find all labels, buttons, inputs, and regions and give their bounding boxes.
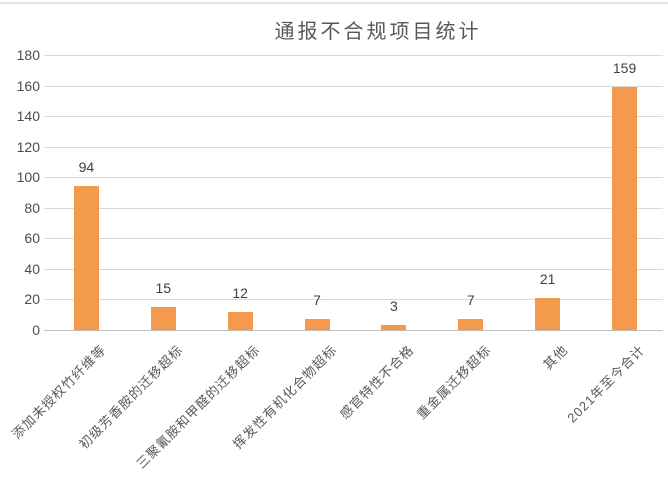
bar-value-label: 15 <box>155 280 172 297</box>
y-axis-tick-label: 0 <box>32 322 40 338</box>
gridline <box>44 299 663 301</box>
gridline <box>44 146 663 148</box>
bar <box>535 297 561 330</box>
bar <box>73 186 99 330</box>
bar <box>458 319 484 330</box>
bar-value-label: 94 <box>78 159 95 176</box>
bar-value-label: 21 <box>539 270 556 287</box>
y-axis-tick-label: 180 <box>16 47 40 63</box>
x-axis-baseline <box>44 330 663 331</box>
y-axis-tick-label: 100 <box>16 169 40 186</box>
bar-value-label: 7 <box>313 292 321 309</box>
x-axis-category-label: 感官特性不合格 <box>336 342 417 423</box>
y-axis-tick-label: 20 <box>24 291 40 308</box>
bar-value-label: 159 <box>612 60 637 77</box>
bar-value-label: 7 <box>466 292 475 309</box>
bar <box>227 311 253 330</box>
chart-title: 通报不合规项目统计 <box>274 21 482 43</box>
gridline <box>44 85 663 87</box>
gridline <box>44 177 663 179</box>
x-axis-category-label: 重金属迁移超标 <box>413 342 494 423</box>
gridline <box>44 268 663 270</box>
bar <box>381 325 407 330</box>
gridline <box>44 238 663 240</box>
gridline <box>44 116 663 118</box>
gridline <box>44 55 663 56</box>
y-axis-tick-label: 60 <box>24 230 40 247</box>
bar-value-label: 12 <box>232 284 248 301</box>
x-axis-category-label: 其他 <box>539 342 571 373</box>
gridline <box>44 207 663 209</box>
y-axis-tick-label: 140 <box>16 108 40 125</box>
window-top-border <box>0 2 668 4</box>
bar <box>304 319 330 330</box>
bar-value-label: 3 <box>390 298 398 315</box>
y-axis-tick-label: 80 <box>24 199 40 216</box>
bar <box>612 87 638 330</box>
y-axis-tick-label: 120 <box>16 138 40 155</box>
bar <box>150 307 176 330</box>
y-axis-tick-label: 160 <box>16 77 40 94</box>
x-axis-category-label: 2021年至今合计 <box>563 342 648 426</box>
y-axis-tick-label: 40 <box>24 260 40 277</box>
